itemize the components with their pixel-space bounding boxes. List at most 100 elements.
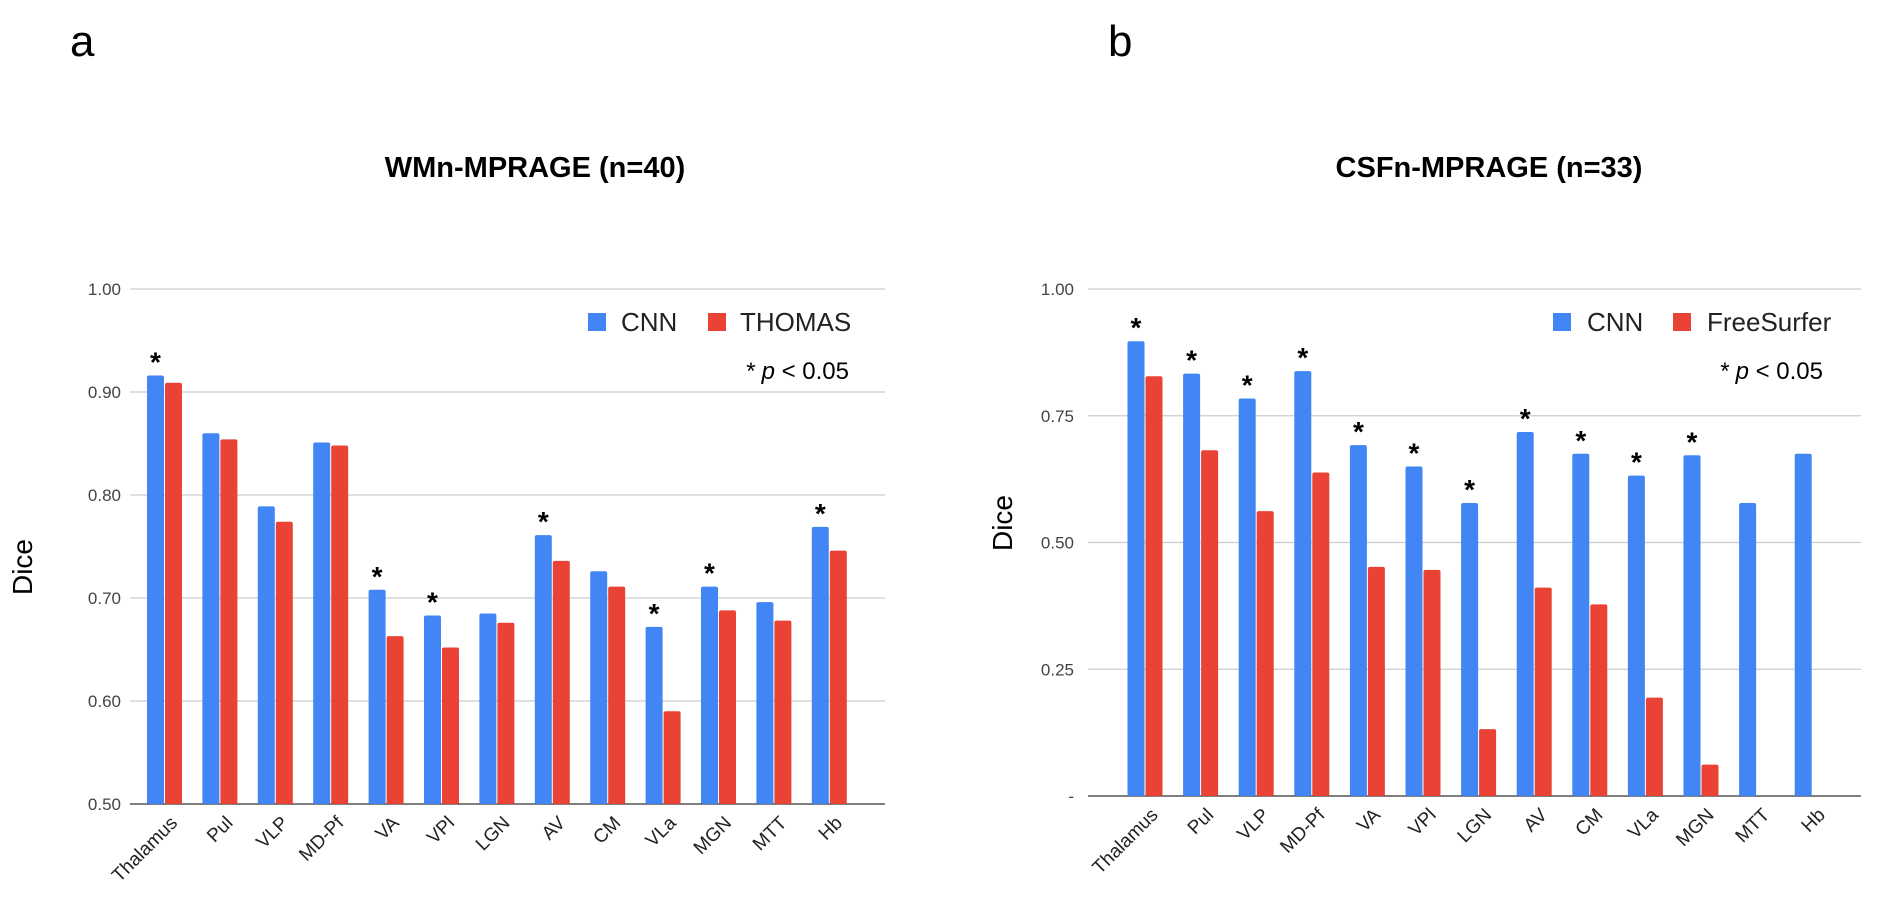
x-tick-label-b-vlp: VLP xyxy=(1233,805,1273,845)
sig-note-star-b: * xyxy=(1720,358,1729,385)
y-tick-label-b-0: - xyxy=(1068,787,1074,806)
bar-cnn-md-pf xyxy=(1294,371,1312,796)
bar-freesurfer-va xyxy=(1367,566,1385,796)
x-tick-label-b-va: VA xyxy=(1353,804,1385,836)
bar-freesurfer-pul xyxy=(1201,450,1219,796)
bar-cnn-thalamus xyxy=(1127,341,1145,796)
y-tick-label-b-3: 0.75 xyxy=(1041,407,1074,426)
y-tick-label-a-1: 0.60 xyxy=(88,692,121,711)
bar-thomas-vla xyxy=(663,711,681,804)
bar-freesurfer-vla xyxy=(1645,697,1663,796)
significance-star-a-mgn: * xyxy=(704,558,715,589)
legend-a: CNN THOMAS * p < 0.05 xyxy=(588,307,851,385)
bar-freesurfer-vlp xyxy=(1256,511,1274,796)
significance-note-b: * p < 0.05 xyxy=(1720,358,1823,385)
significance-star-b-thalamus: * xyxy=(1131,312,1142,343)
bar-cnn-va xyxy=(1349,445,1367,796)
significance-star-b-md-pf: * xyxy=(1297,342,1308,373)
bar-cnn-hb xyxy=(1794,453,1812,796)
bar-cnn-md-pf xyxy=(313,442,331,804)
bar-cnn-vla xyxy=(645,626,663,804)
y-tick-label-b-2: 0.50 xyxy=(1041,534,1074,553)
x-tick-label-a-va: VA xyxy=(372,812,404,844)
bar-cnn-av xyxy=(534,535,552,804)
bar-freesurfer-vpl xyxy=(1423,569,1441,796)
x-tick-label-a-av: AV xyxy=(538,812,570,844)
x-tick-label-a-vlp: VLP xyxy=(253,813,293,853)
bar-cnn-va xyxy=(368,589,386,804)
legend-label-thomas-a: THOMAS xyxy=(740,307,851,337)
legend-label-cnn-b: CNN xyxy=(1587,307,1643,337)
x-tick-label-a-vpl: VPl xyxy=(423,813,459,849)
significance-star-a-hb: * xyxy=(815,498,826,529)
y-axis-label-b: Dice xyxy=(987,495,1018,551)
significance-star-b-vla: * xyxy=(1631,447,1642,478)
bar-thomas-av xyxy=(552,560,570,804)
significance-star-b-vpl: * xyxy=(1409,437,1420,468)
significance-star-b-mgn: * xyxy=(1687,426,1698,457)
legend-b: CNN FreeSurfer * p < 0.05 xyxy=(1553,307,1832,385)
significance-star-b-va: * xyxy=(1353,416,1364,447)
bar-freesurfer-mgn xyxy=(1701,764,1719,796)
y-tick-label-a-0: 0.50 xyxy=(88,795,121,814)
x-tick-label-b-mtt: MTT xyxy=(1732,804,1775,847)
bars-b xyxy=(1127,341,1812,796)
significance-stars-a: * * * * * * * xyxy=(150,347,826,629)
x-tick-label-a-md-pf: MD-Pf xyxy=(295,812,348,865)
legend-label-freesurfer-b: FreeSurfer xyxy=(1707,307,1832,337)
x-tick-label-a-hb: Hb xyxy=(815,813,847,845)
y-ticks-a: 0.50 0.60 0.70 0.80 0.90 1.00 xyxy=(88,280,121,814)
bar-cnn-vla xyxy=(1627,475,1645,796)
legend-swatch-cnn-a xyxy=(588,313,606,331)
bar-thomas-hb xyxy=(829,550,847,804)
x-tick-label-b-cm: CM xyxy=(1572,805,1608,841)
significance-star-a-vla: * xyxy=(649,598,660,629)
y-tick-label-a-4: 0.90 xyxy=(88,383,121,402)
bar-cnn-hb xyxy=(811,526,829,804)
bar-thomas-thalamus xyxy=(165,382,182,804)
y-axis-label-a: Dice xyxy=(7,539,38,595)
x-tick-label-b-pul: Pul xyxy=(1184,805,1218,839)
bars-a xyxy=(147,375,847,804)
panel-b: b CSFn-MPRAGE (n=33) Dice - 0.25 0.50 0.75 1… xyxy=(987,17,1861,879)
bar-thomas-mtt xyxy=(774,620,792,804)
bar-cnn-mtt xyxy=(756,602,774,804)
bar-cnn-cm xyxy=(1572,453,1590,796)
legend-swatch-freesurfer-b xyxy=(1673,313,1691,331)
x-tick-label-b-hb: Hb xyxy=(1798,805,1830,837)
bar-cnn-thalamus xyxy=(147,375,164,804)
sig-note-rest-a: < 0.05 xyxy=(775,358,849,385)
legend-swatch-cnn-b xyxy=(1553,313,1571,331)
x-tick-label-a-mtt: MTT xyxy=(749,812,792,855)
chart-title-b: CSFn-MPRAGE (n=33) xyxy=(1336,152,1643,184)
bar-thomas-lgn xyxy=(497,622,515,804)
panel-letter-a: a xyxy=(70,17,95,66)
bar-cnn-mgn xyxy=(701,586,718,804)
x-tick-label-a-mgn: MGN xyxy=(690,813,736,859)
bar-freesurfer-md-pf xyxy=(1312,472,1330,796)
chart-title-a: WMn-MPRAGE (n=40) xyxy=(385,152,685,184)
bar-thomas-md-pf xyxy=(331,445,349,804)
bar-cnn-vlp xyxy=(257,506,275,804)
bar-thomas-vpl xyxy=(442,647,459,804)
bar-cnn-pul xyxy=(202,433,220,804)
bar-thomas-cm xyxy=(608,586,626,804)
bar-freesurfer-av xyxy=(1534,587,1552,796)
bar-cnn-lgn xyxy=(479,613,497,804)
y-tick-label-b-1: 0.25 xyxy=(1041,660,1074,679)
bar-cnn-vpl xyxy=(1405,466,1423,796)
bar-cnn-pul xyxy=(1183,373,1201,796)
bar-cnn-mtt xyxy=(1739,502,1757,796)
sig-note-star-a: * xyxy=(746,358,755,385)
legend-swatch-thomas-a xyxy=(708,313,726,331)
x-tick-label-b-lgn: LGN xyxy=(1454,805,1496,847)
y-tick-label-a-2: 0.70 xyxy=(88,589,121,608)
legend-label-cnn-a: CNN xyxy=(621,307,677,337)
x-tick-label-b-md-pf: MD-Pf xyxy=(1276,804,1329,857)
bar-thomas-vlp xyxy=(275,521,293,804)
significance-star-b-pul: * xyxy=(1186,345,1197,376)
x-tick-label-a-cm: CM xyxy=(589,813,625,849)
y-tick-label-b-4: 1.00 xyxy=(1041,280,1074,299)
x-tick-label-a-vla: VLa xyxy=(642,812,681,851)
